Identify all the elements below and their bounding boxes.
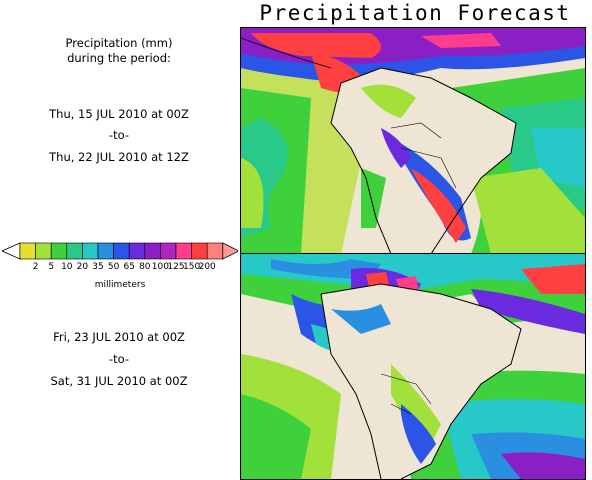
legend-tick-label: 80 xyxy=(139,262,151,272)
forecast-map-week1 xyxy=(240,27,586,255)
legend-color-box xyxy=(128,242,146,260)
legend-color-box xyxy=(144,242,161,260)
legend-color-box xyxy=(191,242,208,260)
legend-tick-label: 10 xyxy=(61,262,73,272)
legend-arrow-low xyxy=(1,242,21,260)
legend-tick-label: 200 xyxy=(199,262,216,272)
legend-color-box xyxy=(97,242,114,260)
legend-color-box xyxy=(35,242,52,260)
period1-end: Thu, 22 JUL 2010 at 12Z xyxy=(49,150,189,164)
legend-tick-label: 100 xyxy=(152,262,169,272)
legend-color-box xyxy=(50,242,68,260)
legend-color-box xyxy=(19,242,36,260)
legend-tick-label: 20 xyxy=(77,262,89,272)
legend-tick-label: 65 xyxy=(123,262,134,272)
legend-tick-label: 5 xyxy=(48,262,54,272)
period1-start: Thu, 15 JUL 2010 at 00Z xyxy=(49,107,189,121)
period2-start: Fri, 23 JUL 2010 at 00Z xyxy=(53,330,185,344)
precipitation-legend: 2 5 10 20 35 50 65 80 100 125 150 200 millimeters xyxy=(1,241,240,293)
legend-color-box xyxy=(206,242,224,260)
description-line-1: Precipitation (mm) xyxy=(65,36,173,50)
legend-color-box xyxy=(82,242,99,260)
page-title: Precipitation Forecast xyxy=(259,1,571,25)
legend-color-box xyxy=(160,242,177,260)
legend-tick-label: 150 xyxy=(183,262,200,272)
legend-color-box xyxy=(66,242,83,260)
forecast-map-week2 xyxy=(240,253,586,480)
legend-arrow-high xyxy=(222,242,240,260)
period2-separator: -to- xyxy=(108,352,130,366)
legend-color-box xyxy=(113,242,130,260)
legend-color-box xyxy=(175,242,192,260)
legend-tick-label: 2 xyxy=(33,262,39,272)
period2-end: Sat, 31 JUL 2010 at 00Z xyxy=(50,374,188,388)
legend-tick-label: 35 xyxy=(92,262,103,272)
description-line-2: during the period: xyxy=(67,51,171,65)
legend-tick-label: 125 xyxy=(167,262,184,272)
legend-tick-label: 50 xyxy=(108,262,120,272)
period1-separator: -to- xyxy=(108,128,130,142)
legend-unit-label: millimeters xyxy=(95,280,146,290)
